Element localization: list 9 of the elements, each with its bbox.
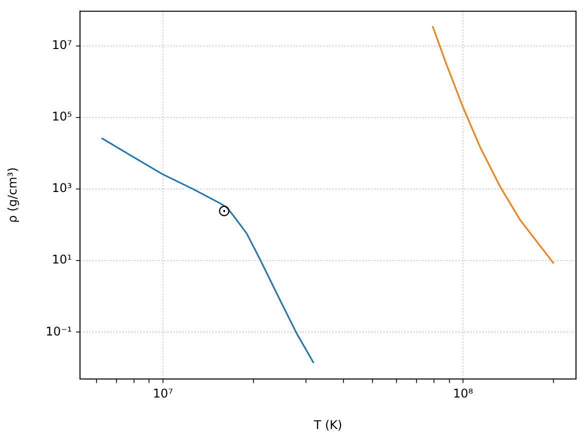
x-tick-label: 10⁸ [452,386,474,400]
x-axis-title: T (K) [312,418,342,432]
y-axis-title: ρ (g/cm³) [5,167,20,223]
annotation: ⊙ [218,201,231,220]
y-tick-label: 10⁷ [52,38,72,52]
y-tick-label: 10¹ [52,252,72,267]
y-tick-label: 10⁵ [52,110,72,124]
y-tick-label: 10³ [52,181,72,196]
y-tick-label: 10⁻¹ [46,324,72,338]
